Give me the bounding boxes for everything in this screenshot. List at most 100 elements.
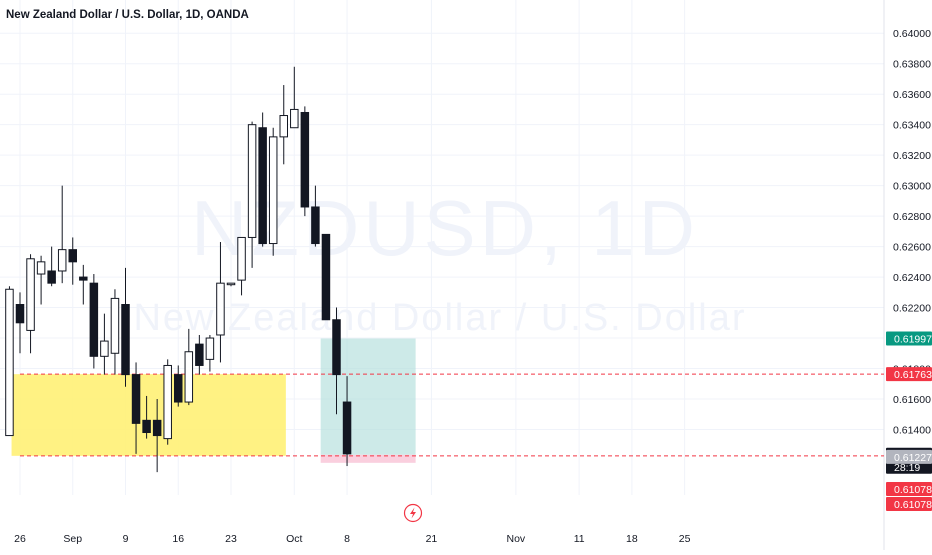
candle-body [332,319,341,376]
candle [15,292,25,354]
candle [300,106,310,217]
y-tick-label: 0.61400 [893,424,931,436]
candle-body [195,343,204,366]
candle-body [110,297,120,354]
candles [5,66,352,473]
candle [152,398,162,473]
highlight-zone [11,374,286,456]
candle [226,282,236,287]
upper-line-price-label-bg [886,367,932,382]
candle-body [226,282,236,286]
candle [163,359,172,445]
upper-line-price-label-text: 0.61763 [894,369,932,381]
x-tick-label: Sep [63,533,82,545]
candle [174,365,183,407]
candle-body [268,136,278,245]
candle-body [205,337,215,360]
candle-body [321,233,331,321]
x-tick-label: 8 [344,533,350,545]
lower-line-price-label: 0.61227 [886,449,932,464]
stop-price-label-1-bg [886,482,932,496]
target-price-label: 0.61997 [886,331,932,346]
symbol-title[interactable]: New Zealand Dollar / U.S. Dollar, 1D, OA… [6,9,249,21]
candle-body [142,419,151,434]
lightning-icon[interactable] [403,503,423,523]
candle [89,274,99,369]
watermark-ticker: NZDUSD, 1D [191,184,699,272]
candle-body [68,249,77,263]
upper-line-price-label: 0.61763 [886,367,932,382]
lower-line-price-label-text: 0.61227 [894,452,932,464]
last-price-label-countdown: 28:19 [894,462,920,474]
candle [184,328,194,406]
y-tick-label: 0.62400 [893,272,931,284]
candle-body [36,261,46,275]
candle-body [121,304,130,376]
candle-body [89,282,99,357]
price-axis[interactable]: 0.614000.616000.618000.620000.622000.624… [893,28,931,436]
x-tick-label: 11 [574,533,585,545]
candle [79,264,88,305]
x-tick-label: 26 [14,533,26,545]
candle [5,286,14,437]
y-tick-label: 0.62600 [893,242,931,254]
x-tick-label: 23 [225,533,237,545]
candle-body [57,249,67,272]
candle-body [26,258,35,331]
candle [26,254,35,354]
y-tick-label: 0.63200 [893,150,931,162]
stop-price-label-1: 0.61078 [886,482,932,496]
candle [332,307,341,415]
y-tick-label: 0.63000 [893,181,931,193]
candle-body [131,374,141,424]
x-tick-label: 9 [123,533,129,545]
candle-body [47,270,56,284]
candle [321,233,331,321]
y-tick-label: 0.62200 [893,303,931,315]
stop-price-label-2: 0.61078 [886,497,932,511]
x-tick-label: 25 [679,533,691,545]
candle [57,185,67,284]
candle [47,246,56,287]
candle-body [152,419,162,437]
candle-body [311,206,320,245]
watermark: NZDUSD, 1D New Zealand Dollar / U.S. Dol… [133,184,744,339]
x-tick-label: 16 [172,533,184,545]
y-tick-label: 0.63600 [893,89,931,101]
x-tick-label: 18 [626,533,638,545]
time-axis[interactable]: 26 Sep 9 16 23 Oct 8 21 Nov 11 18 25 [14,533,690,545]
candle-body [237,236,246,281]
y-tick-label: 0.63800 [893,59,931,71]
candle [121,267,130,387]
candle-body [279,115,288,138]
candle-body [15,304,25,324]
candle-body [290,108,299,129]
candle-body [174,374,183,403]
candle [36,255,46,305]
candle-body [247,124,257,238]
candle [311,185,320,247]
candle [247,121,257,268]
target-price-label-bg [886,331,932,346]
candle [68,237,77,285]
stop-price-label-2-text: 0.61078 [894,499,932,511]
chart-grid [0,0,885,550]
stop-price-label-1-text: 0.61078 [894,484,932,496]
candle-body [216,282,225,336]
candle-body [5,288,14,437]
candle-body [79,276,88,281]
candle-body [100,340,109,357]
y-tick-label: 0.62800 [893,211,931,223]
candle [100,313,109,375]
candle [279,85,288,165]
candle [237,236,246,296]
y-tick-label: 0.64000 [893,28,931,40]
candle [258,112,267,247]
candle [195,334,204,375]
candle [205,334,215,372]
x-tick-label: Oct [286,533,302,545]
candle [142,395,151,439]
candle [268,127,278,256]
candle [216,242,225,363]
